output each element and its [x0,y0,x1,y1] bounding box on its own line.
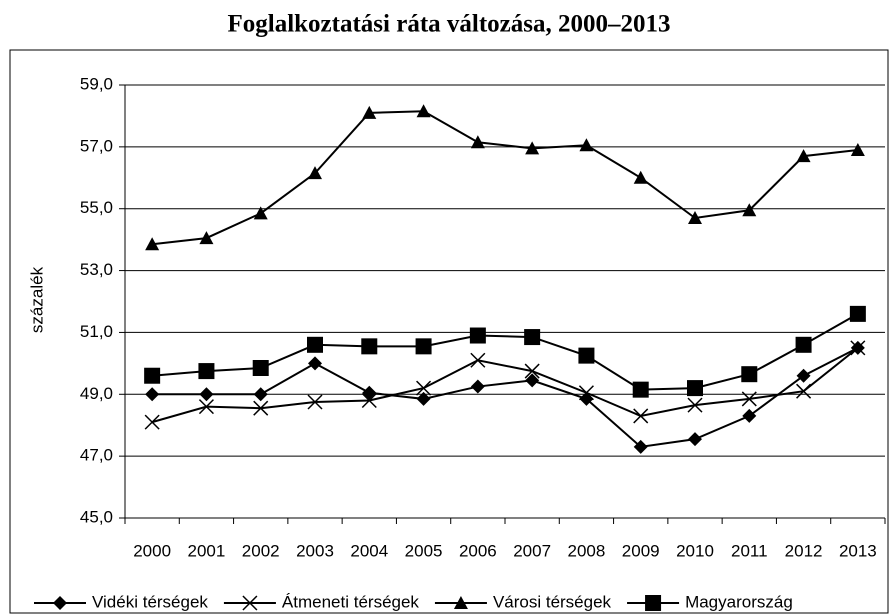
marker-x [470,352,486,368]
x-tick-label: 2013 [839,541,877,560]
y-tick-label: 47,0 [80,446,113,465]
marker-x [144,414,160,430]
marker-square [198,363,215,380]
y-tick-label: 57,0 [80,136,113,155]
marker-square [578,347,595,364]
marker-triangle [633,170,648,184]
x-tick-label: 2010 [676,541,714,560]
y-tick-label: 49,0 [80,384,113,403]
series-line [152,313,859,391]
x-tick-label: 2000 [133,541,171,560]
marker-x [850,340,866,356]
x-tick-label: 2011 [731,541,768,560]
marker-diamond [53,596,67,610]
chart-title: Foglalkoztatási ráta változása, 2000–201… [227,11,670,38]
marker-diamond [253,387,268,402]
marker-square [645,595,662,611]
marker-x [242,595,258,611]
marker-diamond [308,356,322,371]
marker-triangle [145,237,160,251]
marker-triangle [199,231,214,245]
marker-triangle [579,138,594,152]
marker-square [687,380,703,397]
marker-diamond [688,432,702,447]
chart-frame [9,49,889,614]
marker-x [361,392,377,409]
marker-square [849,305,866,322]
marker-square [307,336,323,353]
marker-square [632,381,649,398]
marker-x [524,363,540,379]
x-tick-label: 2012 [785,541,823,560]
y-axis-label: százalék [27,266,46,333]
marker-square [795,336,812,353]
x-tick-label: 2006 [459,541,497,560]
marker-x [741,391,757,407]
marker-diamond [145,387,160,402]
marker-square [252,359,269,376]
marker-diamond [470,379,485,394]
marker-diamond [525,373,540,388]
x-tick-label: 2004 [350,541,388,560]
marker-diamond [633,439,648,454]
x-tick-label: 2003 [296,541,334,560]
marker-diamond [199,387,214,402]
marker-square [524,329,541,346]
marker-triangle [416,104,431,118]
marker-triangle [742,203,757,217]
marker-x [416,380,432,396]
x-tick-label: 2009 [622,541,660,560]
marker-triangle [525,141,540,155]
marker-square [144,367,161,384]
marker-triangle [453,596,468,609]
marker-diamond [796,368,811,383]
legend-label: Átmeneti térségek [282,592,420,611]
x-tick-label: 2005 [405,541,443,560]
marker-triangle [470,135,485,149]
marker-diamond [416,391,431,406]
y-tick-label: 53,0 [80,260,113,279]
marker-x [796,383,812,399]
marker-triangle [796,149,811,163]
legend-label: Magyarország [685,592,793,611]
marker-square [415,338,432,355]
marker-square [361,338,378,355]
marker-triangle [362,105,377,119]
y-tick-label: 55,0 [80,198,113,217]
marker-x [633,408,649,424]
x-tick-label: 2001 [188,541,226,560]
legend-label: Vidéki térségek [92,592,208,611]
x-tick-label: 2008 [568,541,606,560]
marker-x [198,399,214,415]
marker-square [469,327,486,344]
y-tick-label: 45,0 [80,507,113,526]
legend-label: Városi térségek [493,592,612,611]
y-tick-label: 51,0 [80,322,113,341]
marker-square [741,366,758,383]
x-tick-label: 2002 [242,541,280,560]
series-line [152,347,859,448]
series-line [151,347,859,424]
marker-diamond [742,408,757,423]
marker-triangle [850,142,865,156]
marker-x [253,400,269,416]
marker-triangle [308,166,322,180]
marker-x [307,394,323,410]
y-tick-label: 59,0 [80,74,113,93]
marker-x [687,397,703,413]
marker-triangle [688,210,702,224]
marker-triangle [253,206,268,220]
marker-x [578,385,594,401]
x-tick-label: 2007 [513,541,551,560]
series-line [152,110,858,246]
